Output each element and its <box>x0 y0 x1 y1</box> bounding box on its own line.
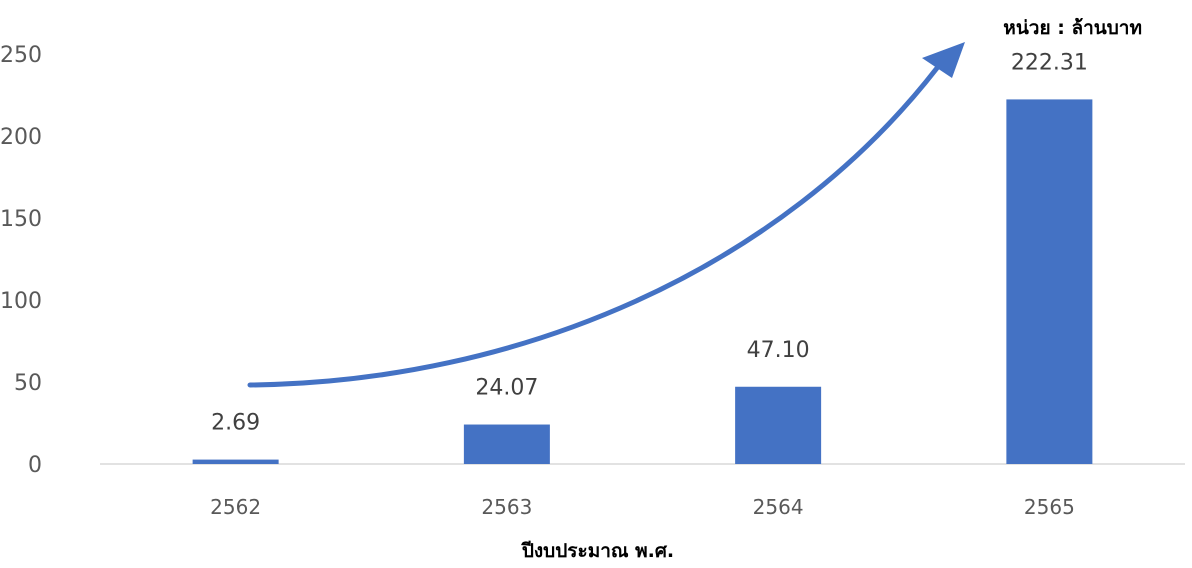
data-label-2562: 2.69 <box>211 411 260 436</box>
data-labels-group: 2.69 24.07 47.10 222.31 <box>211 50 1088 435</box>
y-tick-label: 250 <box>0 43 42 68</box>
x-tick-label-2564: 2564 <box>753 495 804 519</box>
y-axis-ticks: 0 50 100 150 200 250 <box>0 43 42 478</box>
y-tick-label: 200 <box>0 125 42 150</box>
x-axis-title: ปีงบประมาณ พ.ศ. <box>521 540 674 562</box>
bar-2565 <box>1006 99 1093 465</box>
trend-arrow-curve <box>247 65 940 388</box>
y-tick-label: 150 <box>0 207 42 232</box>
data-label-2564: 47.10 <box>747 338 810 363</box>
bar-2563 <box>463 424 550 464</box>
x-axis-categories: 2562 2563 2564 2565 <box>210 495 1075 519</box>
y-tick-label: 0 <box>28 453 42 478</box>
x-tick-label-2563: 2563 <box>481 495 532 519</box>
x-tick-label-2565: 2565 <box>1024 495 1075 519</box>
trend-arrow-head <box>922 42 965 78</box>
trend-arrow <box>247 42 965 388</box>
bar-2562 <box>192 459 279 464</box>
bars-group <box>192 99 1093 465</box>
y-tick-label: 50 <box>14 371 42 396</box>
data-label-2563: 24.07 <box>475 376 538 401</box>
x-tick-label-2562: 2562 <box>210 495 261 519</box>
y-tick-label: 100 <box>0 289 42 314</box>
bar-2564 <box>735 386 822 464</box>
data-label-2565: 222.31 <box>1011 50 1088 75</box>
unit-label: หน่วย : ล้านบาท <box>1003 17 1142 39</box>
